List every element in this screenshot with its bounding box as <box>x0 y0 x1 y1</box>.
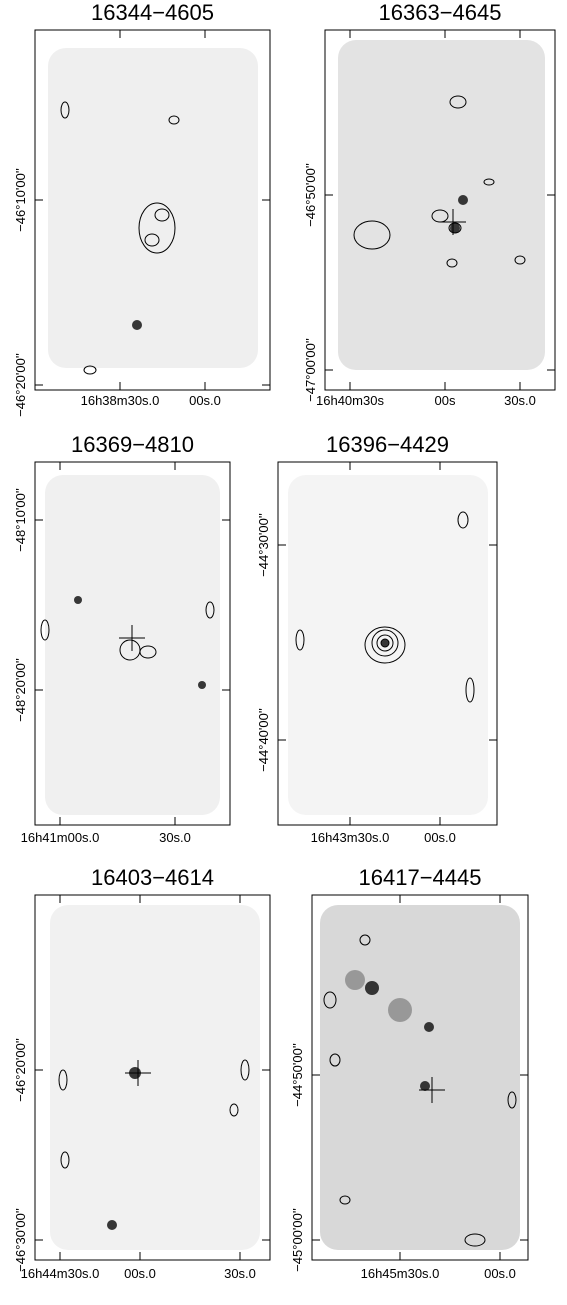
contour <box>364 626 406 664</box>
contour <box>380 638 390 648</box>
frame <box>34 461 231 826</box>
dec-label: −44°30'00'' <box>256 513 271 577</box>
panel: 16344−4605 −46°10'00'' −46°20'00'' 16h38m30… <box>13 0 271 417</box>
contour <box>58 1069 68 1091</box>
ra-label: 16h40m30s <box>316 393 384 408</box>
contour <box>457 511 469 529</box>
image-background <box>50 905 260 1250</box>
contour <box>139 645 157 659</box>
dec-label: −44°40'00'' <box>256 708 271 772</box>
panel-title: 16344−4605 <box>91 0 214 25</box>
panel-title: 16417−4445 <box>359 865 482 890</box>
contour <box>295 629 305 651</box>
contour <box>154 208 170 222</box>
source <box>365 981 379 995</box>
dec-label: −45°00'00'' <box>290 1208 305 1272</box>
contour <box>371 629 399 657</box>
source <box>381 639 389 647</box>
source <box>107 1220 117 1230</box>
contour <box>507 1091 517 1109</box>
contour <box>376 634 394 652</box>
panel: 16396−4429 −44°30'00'' −44°40'00'' 16h43m30… <box>256 432 498 845</box>
contour <box>353 220 391 250</box>
contour <box>323 991 337 1009</box>
ra-label: 00s.0 <box>189 393 221 408</box>
frame <box>324 29 556 391</box>
contour <box>240 1059 250 1081</box>
contour <box>339 1195 351 1205</box>
dec-label: −47°00'00'' <box>303 338 318 402</box>
ra-label: 00s.0 <box>424 830 456 845</box>
contour <box>446 258 458 268</box>
contour <box>83 365 97 375</box>
dec-label: −46°20'00'' <box>13 1038 28 1102</box>
frame <box>34 894 271 1261</box>
ra-label: 30s.0 <box>159 830 191 845</box>
source <box>420 1081 430 1091</box>
contour <box>138 202 176 254</box>
source <box>458 195 468 205</box>
dec-label: −46°50'00'' <box>303 163 318 227</box>
frame <box>277 461 498 826</box>
panel-title: 16403−4614 <box>91 865 214 890</box>
contour <box>329 1053 341 1067</box>
contour <box>464 1233 486 1247</box>
dec-label: −48°20'00'' <box>13 658 28 722</box>
contour <box>514 255 526 265</box>
ra-label: 16h38m30s.0 <box>81 393 160 408</box>
panel: 16363−4645 −46°50'00'' −47°00'00''16h40m30… <box>303 0 556 408</box>
ra-label: 16h44m30s.0 <box>21 1266 100 1281</box>
contour <box>448 222 462 234</box>
ra-label: 30s.0 <box>224 1266 256 1281</box>
frame <box>311 894 529 1261</box>
contour <box>359 934 371 946</box>
image-background <box>338 40 545 370</box>
contour <box>205 601 215 619</box>
panel: 16403−4614 −46°20'00'' −46°30'00''16h44m30… <box>13 865 271 1281</box>
panel: 16417−4445 −44°50'00'' −45°00'00'' 16h45m30… <box>290 865 529 1281</box>
source <box>345 970 365 990</box>
dec-label: −48°10'00'' <box>13 488 28 552</box>
contour <box>40 619 50 641</box>
dec-label: −44°50'00'' <box>290 1043 305 1107</box>
source <box>132 320 142 330</box>
frame <box>34 29 271 391</box>
contour <box>60 1151 70 1169</box>
ra-label: 16h41m00s.0 <box>21 830 100 845</box>
contour <box>144 233 160 247</box>
ra-label: 30s.0 <box>504 393 536 408</box>
source <box>388 998 412 1022</box>
contour <box>168 115 180 125</box>
source <box>198 681 206 689</box>
ra-label: 16h43m30s.0 <box>311 830 390 845</box>
dec-label: −46°10'00'' <box>13 168 28 232</box>
source <box>74 596 82 604</box>
panel-title: 16363−4645 <box>379 0 502 25</box>
image-background <box>48 48 258 368</box>
panel: 16369−4810 −48°10'00'' −48°20'00'' 16h41m00… <box>13 432 231 845</box>
ra-label: 16h45m30s.0 <box>361 1266 440 1281</box>
ra-label: 00s <box>435 393 456 408</box>
contour <box>465 677 475 703</box>
dec-label: −46°20'00'' <box>13 353 28 417</box>
contour <box>483 178 495 186</box>
source <box>424 1022 434 1032</box>
panel-title: 16369−4810 <box>71 432 194 457</box>
dec-label: −46°30'00'' <box>13 1208 28 1272</box>
panel-title: 16396−4429 <box>326 432 449 457</box>
ra-label: 00s.0 <box>484 1266 516 1281</box>
contour <box>449 95 467 109</box>
ra-label: 00s.0 <box>124 1266 156 1281</box>
contour <box>229 1103 239 1117</box>
contour <box>60 101 70 119</box>
